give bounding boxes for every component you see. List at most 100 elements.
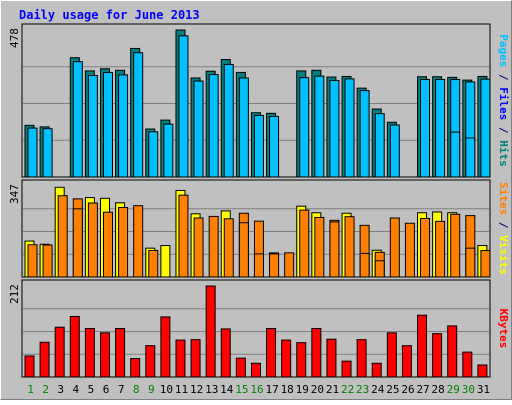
x-tick-day-22: 22 — [341, 383, 354, 396]
legend-part-1: / — [497, 215, 510, 235]
legend-part-4: Hits — [497, 140, 510, 167]
bar-sites-day-23 — [359, 252, 370, 278]
bar-sites-day-7 — [118, 207, 129, 278]
bar-kbytes-day-29 — [447, 325, 458, 378]
legend-part-3: / — [497, 120, 510, 140]
bar-sites-day-24 — [374, 260, 385, 278]
x-tick-day-16: 16 — [250, 383, 263, 396]
bar-files-day-27 — [420, 79, 431, 178]
bar-kbytes-day-1 — [24, 355, 35, 378]
x-tick-day-25: 25 — [386, 383, 399, 396]
panel-hits-files-pages: 478 Pages / Files / Hits — [8, 23, 510, 178]
bar-files-day-16 — [253, 114, 264, 178]
bar-files-day-9 — [148, 131, 159, 178]
x-tick-day-7: 7 — [118, 383, 125, 396]
x-tick-day-10: 10 — [160, 383, 173, 396]
x-tick-day-20: 20 — [311, 383, 324, 396]
bar-sites-day-18 — [284, 252, 295, 278]
chart-title: Daily usage for June 2013 — [19, 8, 200, 22]
bar-files-day-20 — [314, 75, 325, 178]
bar-files-day-15 — [238, 77, 249, 178]
ymax-label: 212 — [8, 284, 21, 304]
x-tick-day-4: 4 — [73, 383, 80, 396]
bar-files-day-17 — [269, 115, 280, 178]
bar-files-day-10 — [163, 123, 174, 178]
bar-kbytes-day-6 — [99, 332, 110, 378]
bar-kbytes-day-11 — [175, 339, 186, 378]
bar-kbytes-day-25 — [386, 332, 397, 378]
bar-sites-day-28 — [435, 220, 446, 278]
x-tick-day-29: 29 — [447, 383, 460, 396]
bar-kbytes-day-31 — [477, 364, 488, 378]
panel-sites-visits: 347 Sites / Visits — [8, 179, 510, 278]
bar-kbytes-day-26 — [401, 345, 412, 378]
bar-sites-day-16 — [253, 253, 264, 278]
bar-kbytes-day-17 — [266, 327, 277, 378]
bar-sites-day-3 — [57, 195, 68, 278]
bar-files-day-25 — [389, 124, 400, 178]
bar-kbytes-day-23 — [356, 339, 367, 378]
bar-kbytes-day-16 — [250, 362, 261, 378]
side-legend-kbytes: KBytes — [497, 309, 510, 349]
bar-files-day-5 — [87, 75, 98, 178]
bar-kbytes-day-28 — [432, 333, 443, 378]
bar-files-day-14 — [223, 63, 234, 178]
x-tick-day-6: 6 — [103, 383, 110, 396]
bar-files-day-29 — [450, 131, 461, 178]
legend-part-0: Pages — [497, 34, 510, 67]
bar-sites-day-20 — [314, 216, 325, 278]
bar-sites-day-30 — [465, 247, 476, 278]
legend-part-2: Files — [497, 87, 510, 120]
side-legend-sites-visits: Sites / Visits — [497, 182, 510, 275]
bar-sites-day-29 — [450, 213, 461, 278]
bar-files-day-30 — [465, 137, 476, 178]
bar-kbytes-day-9 — [145, 345, 156, 378]
x-tick-day-15: 15 — [235, 383, 248, 396]
bar-sites-day-2 — [42, 244, 53, 278]
bar-kbytes-day-10 — [160, 316, 171, 378]
x-tick-day-14: 14 — [220, 383, 234, 396]
bar-files-day-11 — [178, 35, 189, 178]
ymax-label: 478 — [8, 28, 21, 48]
legend-part-0: KBytes — [497, 309, 510, 349]
bar-kbytes-day-4 — [69, 315, 80, 378]
bar-kbytes-day-3 — [54, 326, 65, 378]
bar-kbytes-day-15 — [235, 357, 246, 378]
x-tick-day-19: 19 — [296, 383, 309, 396]
bar-sites-day-4 — [72, 208, 83, 278]
bar-sites-day-9 — [148, 250, 159, 278]
x-tick-day-27: 27 — [416, 383, 429, 396]
x-tick-day-18: 18 — [281, 383, 294, 396]
x-tick-day-9: 9 — [148, 383, 155, 396]
x-tick-day-31: 31 — [477, 383, 490, 396]
bar-kbytes-day-22 — [341, 360, 352, 378]
bar-sites-day-14 — [223, 218, 234, 278]
side-legend-hits-files-pages: Pages / Files / Hits — [497, 34, 510, 167]
bar-kbytes-day-5 — [84, 327, 95, 378]
bar-files-day-7 — [118, 74, 129, 178]
x-tick-day-21: 21 — [326, 383, 339, 396]
bar-sites-day-27 — [420, 218, 431, 278]
bar-kbytes-day-2 — [39, 341, 50, 378]
bar-sites-day-8 — [133, 205, 144, 278]
legend-part-1: / — [497, 67, 510, 87]
bar-files-day-31 — [480, 78, 491, 178]
bar-visits-day-10 — [160, 245, 171, 278]
x-tick-day-12: 12 — [190, 383, 203, 396]
bar-sites-day-17 — [269, 253, 280, 278]
x-tick-day-23: 23 — [356, 383, 369, 396]
bar-files-day-8 — [133, 52, 144, 178]
bar-kbytes-day-24 — [371, 362, 382, 378]
bar-sites-day-12 — [193, 217, 204, 278]
bar-kbytes-day-7 — [115, 327, 126, 378]
bar-sites-day-26 — [404, 222, 415, 278]
bar-sites-day-19 — [299, 209, 310, 278]
bar-kbytes-day-12 — [190, 339, 201, 378]
bar-kbytes-day-14 — [220, 328, 231, 378]
x-tick-day-3: 3 — [57, 383, 64, 396]
bar-kbytes-day-27 — [417, 314, 428, 378]
bar-sites-day-31 — [480, 250, 491, 278]
bar-files-day-13 — [208, 74, 219, 178]
x-tick-day-1: 1 — [27, 383, 34, 396]
